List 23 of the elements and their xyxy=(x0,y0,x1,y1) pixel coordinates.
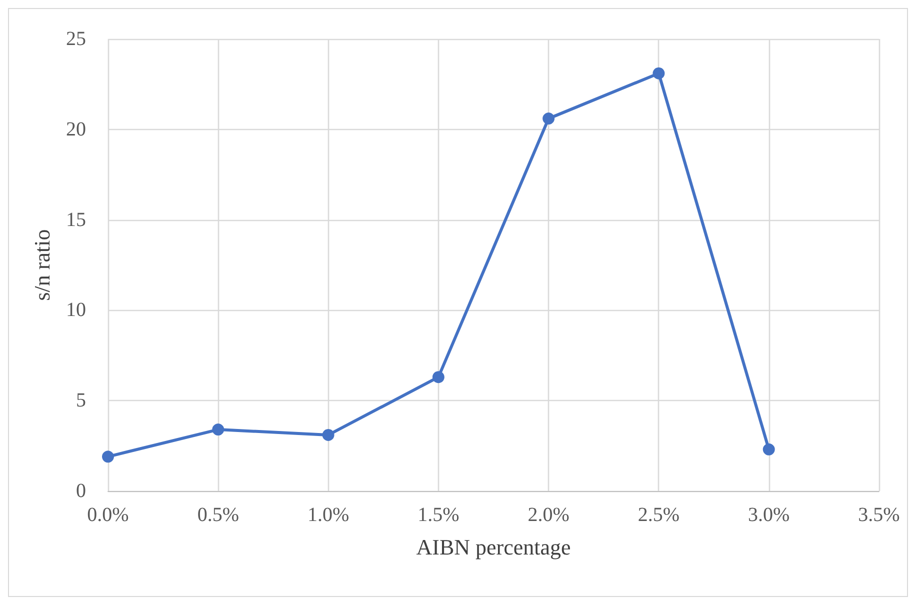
y-tick-label: 10 xyxy=(66,299,86,322)
x-tick-label: 1.5% xyxy=(418,504,460,526)
x-tick-label: 2.5% xyxy=(638,504,680,526)
point xyxy=(102,450,114,463)
point xyxy=(652,67,665,80)
y-tick-label: 15 xyxy=(66,208,86,231)
y-tick-label: 20 xyxy=(66,118,86,140)
y-tick-label: 0 xyxy=(76,480,86,502)
y-tick-label: 25 xyxy=(66,28,86,50)
x-tick-label: 2.0% xyxy=(528,504,570,526)
point xyxy=(212,424,224,436)
x-axis-title: AIBN percentage xyxy=(416,534,571,560)
point xyxy=(432,371,444,384)
point xyxy=(322,428,334,441)
x-tick-label: 0.5% xyxy=(197,504,239,526)
x-tick-label: 0.0% xyxy=(87,504,129,526)
y-tick-label: 5 xyxy=(76,390,86,412)
point xyxy=(542,112,555,125)
x-tick-label: 3.5% xyxy=(858,504,900,526)
x-tick-label: 3.0% xyxy=(748,504,790,526)
y-axis-title: s/n ratio xyxy=(30,229,54,301)
x-tick-label: 1.0% xyxy=(307,504,350,526)
point xyxy=(762,443,775,456)
